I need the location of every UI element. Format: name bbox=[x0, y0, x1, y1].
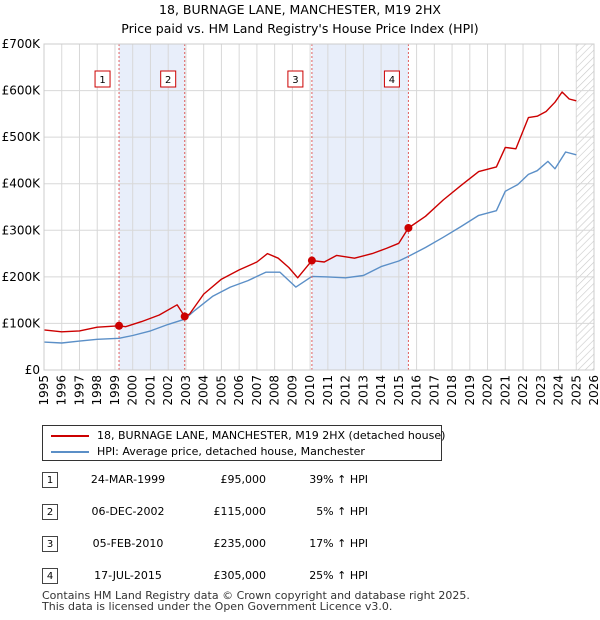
x-tick-label: 2013 bbox=[356, 375, 370, 406]
y-tick-label: £700K bbox=[2, 37, 42, 51]
y-tick-label: £600K bbox=[2, 84, 42, 98]
x-tick-label: 2000 bbox=[126, 375, 140, 406]
x-axis: 1995 1996 1997 1998 1999 2000 2001 2002 2003 2004… bbox=[37, 375, 600, 406]
y-tick-label: £200K bbox=[2, 270, 42, 284]
legend-label-property: 18, BURNAGE LANE, MANCHESTER, M19 2HX (d… bbox=[97, 429, 446, 442]
sale-label-box bbox=[94, 70, 111, 88]
x-tick-label: 1998 bbox=[90, 375, 104, 406]
sale-price: £95,000 bbox=[220, 473, 267, 486]
sale-point bbox=[404, 223, 413, 232]
legend-swatch-property bbox=[51, 435, 89, 437]
sale-hpi-change: 17% ↑ HPI bbox=[309, 537, 368, 550]
x-tick-label: 2018 bbox=[445, 375, 459, 406]
x-tick-label: 2008 bbox=[268, 375, 282, 406]
y-tick-label: £100K bbox=[2, 316, 42, 330]
x-tick-label: 2017 bbox=[427, 375, 441, 406]
x-tick-label: 2006 bbox=[232, 375, 246, 406]
sale-date: 06-DEC-2002 bbox=[91, 505, 165, 518]
legend-item-hpi: HPI: Average price, detached house, Manc… bbox=[51, 444, 431, 460]
legend-swatch-hpi bbox=[51, 451, 89, 453]
x-tick-label: 2019 bbox=[463, 375, 477, 406]
series-lines bbox=[44, 91, 577, 344]
legend: 18, BURNAGE LANE, MANCHESTER, M19 2HX (d… bbox=[42, 425, 445, 461]
sale-hpi-change: 25% ↑ HPI bbox=[309, 569, 368, 582]
x-tick-label: 2021 bbox=[498, 375, 512, 406]
chart-title: 18, BURNAGE LANE, MANCHESTER, M19 2HX bbox=[159, 2, 441, 17]
sale-label-text: 1 bbox=[99, 75, 105, 86]
y-tick-label: £400K bbox=[2, 177, 42, 191]
sale-number: 4 bbox=[42, 568, 58, 584]
sale-label-box bbox=[383, 70, 400, 88]
sale-label-text: 4 bbox=[389, 75, 395, 86]
sale-hpi-change: 39% ↑ HPI bbox=[309, 473, 368, 486]
sale-label-box bbox=[287, 70, 304, 88]
sale-point bbox=[180, 312, 189, 321]
footer-line-1: Contains HM Land Registry data © Crown c… bbox=[42, 589, 470, 602]
sale-date: 24-MAR-1999 bbox=[90, 473, 166, 486]
sale-number: 2 bbox=[42, 504, 58, 520]
y-tick-label: £300K bbox=[2, 223, 42, 237]
sale-date: 17-JUL-2015 bbox=[94, 569, 162, 582]
x-tick-label: 2011 bbox=[321, 375, 335, 406]
y-axis: £0 £100K £200K £300K £400K £500K £600K £700K bbox=[2, 37, 42, 377]
x-tick-label: 2023 bbox=[534, 375, 548, 406]
legend-label-hpi: HPI: Average price, detached house, Manc… bbox=[97, 445, 365, 458]
x-tick-label: 2003 bbox=[179, 375, 193, 406]
x-tick-label: 2022 bbox=[516, 375, 530, 406]
x-tick-label: 2002 bbox=[161, 375, 175, 406]
sale-point bbox=[115, 321, 124, 330]
chart-subtitle: Price paid vs. HM Land Registry's House … bbox=[121, 21, 478, 36]
sale-points bbox=[115, 223, 413, 330]
sale-label-box bbox=[160, 70, 177, 88]
x-tick-label: 2012 bbox=[339, 375, 353, 406]
sale-row: 3 05-FEB-2010 £235,000 17% ↑ HPI bbox=[42, 536, 462, 554]
sale-number: 3 bbox=[42, 536, 58, 552]
sale-number: 1 bbox=[42, 472, 58, 488]
x-tick-label: 2004 bbox=[197, 375, 211, 406]
x-tick-label: 1997 bbox=[72, 375, 86, 406]
sale-price: £305,000 bbox=[213, 569, 267, 582]
x-tick-label: 1996 bbox=[55, 375, 69, 406]
sale-label-text: 3 bbox=[292, 75, 298, 86]
sale-row: 4 17-JUL-2015 £305,000 25% ↑ HPI bbox=[42, 568, 462, 586]
sale-row: 2 06-DEC-2002 £115,000 5% ↑ HPI bbox=[42, 504, 462, 522]
x-tick-label: 2020 bbox=[481, 375, 495, 406]
x-tick-label: 2015 bbox=[392, 375, 406, 406]
x-tick-label: 2007 bbox=[250, 375, 264, 406]
sale-label-text: 2 bbox=[165, 75, 171, 86]
footer: Contains HM Land Registry data © Crown c… bbox=[42, 590, 470, 612]
x-tick-label: 1999 bbox=[108, 375, 122, 406]
x-tick-label: 2026 bbox=[587, 375, 600, 406]
legend-item-property: 18, BURNAGE LANE, MANCHESTER, M19 2HX (d… bbox=[51, 428, 445, 444]
sale-date: 05-FEB-2010 bbox=[92, 537, 164, 550]
sale-row: 1 24-MAR-1999 £95,000 39% ↑ HPI bbox=[42, 472, 462, 490]
sale-period-shade bbox=[311, 44, 409, 370]
x-tick-label: 2009 bbox=[285, 375, 299, 406]
x-tick-label: 2016 bbox=[410, 375, 424, 406]
y-tick-label: £500K bbox=[2, 130, 42, 144]
series-line bbox=[44, 151, 577, 344]
footer-line-2: This data is licensed under the Open Gov… bbox=[42, 600, 393, 613]
series-line bbox=[44, 91, 577, 333]
sale-price: £235,000 bbox=[213, 537, 267, 550]
future-hatch bbox=[576, 44, 594, 370]
y-tick-label: £0 bbox=[25, 363, 40, 377]
x-tick-label: 2005 bbox=[214, 375, 228, 406]
plot-frame bbox=[43, 43, 595, 371]
sale-hpi-change: 5% ↑ HPI bbox=[316, 505, 368, 518]
x-tick-label: 2010 bbox=[303, 375, 317, 406]
price-chart: 18, BURNAGE LANE, MANCHESTER, M19 2HX Pr… bbox=[2, 2, 600, 406]
x-tick-label: 2001 bbox=[143, 375, 157, 406]
sale-price: £115,000 bbox=[213, 505, 267, 518]
sale-period-shade bbox=[119, 44, 185, 370]
sale-labels: 1 2 3 4 bbox=[94, 70, 400, 88]
x-tick-label: 2025 bbox=[569, 375, 583, 406]
x-tick-label: 1995 bbox=[37, 375, 51, 406]
x-tick-label: 2024 bbox=[552, 375, 566, 406]
x-tick-label: 2014 bbox=[374, 375, 388, 406]
sale-point bbox=[307, 256, 316, 265]
